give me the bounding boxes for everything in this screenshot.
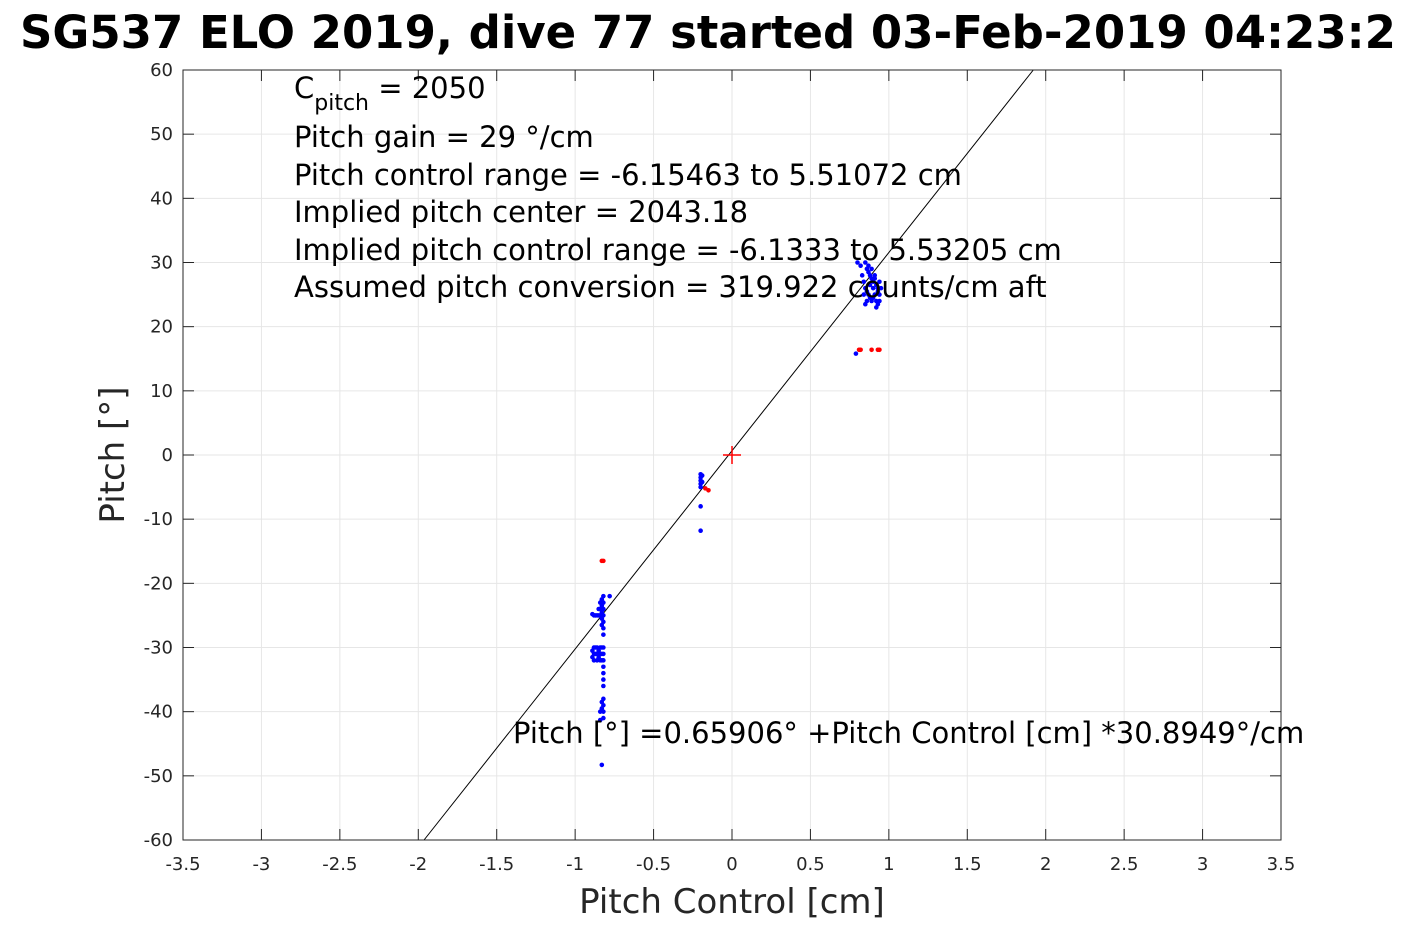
x-axis-label: Pitch Control [cm] [579, 882, 885, 922]
blue-data-point [599, 699, 605, 705]
axis-ticks [182, 69, 1282, 841]
blue-data-point [878, 285, 884, 291]
blue-data-point [861, 279, 867, 285]
c-pitch-value: = 2050 [369, 71, 486, 105]
y-tick-label: -50 [144, 766, 173, 787]
center-marker [723, 446, 741, 464]
blue-data-point [872, 273, 878, 278]
y-tick-label: -40 [144, 702, 173, 723]
blue-data-point [698, 528, 703, 534]
x-tick-label: 0 [726, 854, 737, 875]
x-tick-label: -2.5 [322, 854, 357, 875]
x-tick-label: -1.5 [479, 854, 514, 875]
x-tick-label: 2.5 [1110, 854, 1139, 875]
blue-data-point [597, 717, 603, 723]
x-tick-label: 2 [1040, 854, 1051, 875]
blue-data-point [601, 632, 606, 637]
blue-data-point [872, 292, 878, 297]
y-tick-label: 60 [150, 60, 173, 81]
x-tick-label: 3.5 [1267, 854, 1296, 875]
y-tick-labels: -60 -50 -40 -30 -20 -10 0 10 20 30 40 50 60 [144, 60, 173, 851]
blue-data-point [596, 606, 601, 612]
c-pitch-symbol: C [294, 71, 314, 105]
implied-center-text: Implied pitch center = 2043.18 [294, 195, 748, 229]
x-tick-label: -2 [409, 854, 427, 875]
blue-data-point [601, 677, 606, 682]
blue-data-point [590, 648, 595, 654]
blue-data-point [590, 611, 595, 617]
blue-data-point [863, 260, 868, 265]
chart-title: SG537 ELO 2019, dive 77 started 03-Feb-2… [20, 6, 1396, 59]
y-tick-label: 10 [150, 381, 173, 402]
y-tick-label: 50 [150, 124, 173, 145]
annotations: Cpitch = 2050 Pitch gain = 29 °/cm Pitch… [294, 71, 1304, 750]
blue-data-point [699, 473, 705, 478]
grid [182, 69, 1282, 841]
fit-equation-text: Pitch [°] =0.65906° +Pitch Control [cm] … [513, 716, 1304, 750]
blue-data-point [607, 593, 612, 599]
blue-data-point [877, 298, 882, 304]
blue-data-point [858, 263, 863, 269]
blue-data-point [597, 600, 603, 605]
blue-data-point [699, 479, 705, 485]
blue-data-point [874, 305, 879, 310]
blue-data-point [590, 654, 595, 660]
pitch-gain-text: Pitch gain = 29 °/cm [294, 120, 594, 154]
implied-range-text: Implied pitch control range = -6.1333 to… [294, 233, 1062, 267]
blue-data-point [597, 709, 603, 714]
y-axis-label: Pitch [°] [93, 386, 133, 523]
blue-data-point [877, 279, 882, 285]
c-pitch-label: Cpitch = 2050 [294, 71, 486, 116]
control-range-text: Pitch control range = -6.15463 to 5.5107… [294, 158, 962, 192]
red-data-point [706, 487, 711, 493]
blue-data-point [872, 276, 878, 281]
blue-data-point [859, 273, 865, 278]
y-tick-label: 40 [150, 188, 173, 209]
blue-data-point [863, 301, 868, 307]
x-tick-label: 0.5 [796, 854, 825, 875]
x-tick-labels: -3.5 -3 -2.5 -2 -1.5 -1 -0.5 0 0.5 1 1.5 2 2.5 3 3.5 [165, 854, 1295, 875]
y-tick-label: 0 [162, 445, 173, 466]
blue-data-point [601, 683, 606, 689]
blue-data-point [601, 664, 606, 670]
y-tick-label: -60 [144, 830, 173, 851]
red-data-point [858, 347, 863, 353]
blue-data-point [866, 263, 871, 269]
blue-data-point [855, 260, 860, 265]
blue-data-point [601, 670, 606, 676]
blue-data-point [599, 762, 605, 768]
y-tick-label: -20 [144, 573, 173, 594]
y-tick-label: -10 [144, 509, 173, 530]
red-data-point [877, 347, 882, 353]
blue-data-point [870, 285, 876, 291]
blue-data-point [869, 266, 874, 272]
x-tick-label: -3.5 [165, 854, 200, 875]
x-tick-label: 1.5 [953, 854, 982, 875]
red-data-point [869, 347, 874, 353]
y-tick-label: -30 [144, 638, 173, 659]
blue-data-point [698, 484, 703, 490]
x-tick-label: 1 [883, 854, 894, 875]
assumed-conversion-text: Assumed pitch conversion = 319.922 count… [294, 270, 1047, 304]
x-tick-label: -1 [566, 854, 584, 875]
red-data-point [599, 558, 605, 564]
blue-data-point [599, 622, 605, 628]
y-tick-label: 20 [150, 317, 173, 338]
blue-data-point [853, 351, 859, 356]
blue-data-point [861, 292, 867, 297]
blue-data-point [867, 282, 873, 288]
data-points [590, 260, 884, 768]
x-tick-label: -0.5 [636, 854, 671, 875]
y-tick-label: 30 [150, 253, 173, 274]
blue-data-point [875, 289, 881, 294]
c-pitch-subscript: pitch [314, 91, 369, 116]
x-tick-label: 3 [1197, 854, 1208, 875]
x-tick-label: -3 [252, 854, 270, 875]
blue-data-point [698, 504, 703, 509]
